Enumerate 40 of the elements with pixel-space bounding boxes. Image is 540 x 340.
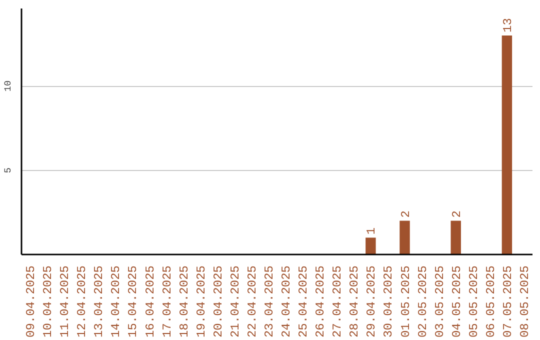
x-tick-label: 13.04.2025 bbox=[92, 265, 106, 338]
y-tick-label: 10 bbox=[2, 80, 14, 92]
bar bbox=[450, 220, 461, 254]
bar bbox=[400, 220, 410, 254]
x-tick-label: 30.04.2025 bbox=[382, 265, 396, 338]
x-tick-label: 01.05.2025 bbox=[398, 265, 413, 338]
x-tick-label: 27.04.2025 bbox=[330, 265, 345, 338]
x-tick-label: 20.04.2025 bbox=[211, 265, 226, 338]
data-label: 2 bbox=[398, 210, 413, 218]
x-tick-label: 11.04.2025 bbox=[58, 265, 72, 338]
x-tick-label: 15.04.2025 bbox=[126, 265, 140, 338]
x-tick-label: 05.05.2025 bbox=[466, 265, 481, 338]
y-tick-label: 5 bbox=[2, 167, 14, 174]
x-tick-label: 12.04.2025 bbox=[75, 265, 90, 338]
x-tick-label: 07.05.2025 bbox=[500, 265, 515, 338]
data-label: 2 bbox=[450, 210, 464, 218]
x-tick-label: 28.04.2025 bbox=[348, 265, 362, 338]
x-tick-label: 29.04.2025 bbox=[364, 265, 379, 338]
x-tick-label: 14.04.2025 bbox=[109, 265, 124, 338]
x-tick-label: 16.04.2025 bbox=[143, 265, 158, 338]
x-tick-label: 22.04.2025 bbox=[245, 265, 260, 338]
x-tick-label: 04.05.2025 bbox=[450, 265, 464, 338]
bar bbox=[366, 238, 376, 254]
x-tick-label: 17.04.2025 bbox=[160, 265, 174, 338]
x-tick-label: 02.05.2025 bbox=[416, 265, 430, 338]
x-tick-label: 10.04.2025 bbox=[41, 265, 56, 338]
x-tick-label: 06.05.2025 bbox=[484, 265, 498, 338]
bar bbox=[502, 35, 512, 254]
data-label: 1 bbox=[364, 227, 379, 235]
x-tick-label: 21.04.2025 bbox=[228, 265, 242, 338]
x-tick-label: 26.04.2025 bbox=[314, 265, 328, 338]
data-label: 13 bbox=[500, 18, 515, 32]
x-tick-label: 24.04.2025 bbox=[280, 265, 294, 338]
x-tick-label: 23.04.2025 bbox=[262, 265, 276, 338]
x-tick-label: 19.04.2025 bbox=[194, 265, 208, 338]
x-tick-label: 25.04.2025 bbox=[296, 265, 311, 338]
x-tick-label: 08.05.2025 bbox=[518, 265, 532, 338]
x-tick-label: 03.05.2025 bbox=[432, 265, 447, 338]
x-tick-label: 09.04.2025 bbox=[24, 265, 38, 338]
x-tick-label: 18.04.2025 bbox=[177, 265, 192, 338]
